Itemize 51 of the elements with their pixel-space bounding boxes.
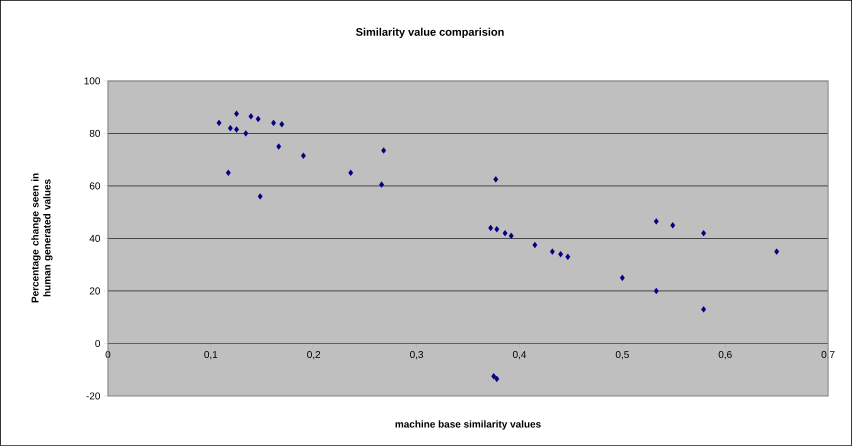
- point: [381, 147, 386, 154]
- point: [258, 193, 263, 200]
- x-tick-label: 0,3: [410, 351, 424, 360]
- point: [558, 251, 564, 258]
- point: [550, 248, 555, 255]
- y-tick-label: 80: [90, 130, 100, 137]
- point: [271, 120, 276, 126]
- x-tick-label: 0,7: [822, 351, 835, 360]
- y-tick-label: -20: [86, 392, 100, 400]
- y-tick-label: 20: [90, 287, 100, 295]
- x-tick-label: 0,4: [512, 351, 526, 360]
- point: [774, 248, 780, 255]
- x-tick-label: 0,5: [616, 351, 629, 360]
- point: [532, 242, 538, 248]
- y-axis-title: Percentage change seen in human generated values: [31, 174, 53, 302]
- x-tick-label: 0,2: [307, 351, 320, 360]
- y-tick-label: 0: [95, 340, 100, 348]
- point: [701, 230, 706, 236]
- point: [620, 274, 625, 282]
- point: [488, 224, 494, 232]
- point: [348, 170, 354, 176]
- point: [494, 376, 500, 382]
- x-tick-label: 0,6: [718, 351, 732, 360]
- point: [228, 125, 233, 132]
- x-axis-title: machine base similarity values: [396, 420, 541, 430]
- point: [654, 288, 659, 294]
- point: [226, 170, 231, 176]
- point: [279, 121, 284, 128]
- point: [379, 181, 384, 188]
- point: [256, 116, 261, 122]
- y-tick-label: 60: [90, 182, 100, 190]
- point: [508, 232, 514, 240]
- chart-title: Similarity value comparision: [356, 28, 504, 38]
- y-tick-label: 40: [90, 234, 100, 242]
- point: [654, 218, 659, 225]
- point: [491, 373, 496, 380]
- point: [565, 254, 570, 260]
- point: [701, 306, 706, 313]
- point: [216, 120, 222, 126]
- point: [234, 110, 239, 117]
- x-tick-label: 0,1: [204, 351, 218, 360]
- y-tick-label: 100: [84, 77, 100, 84]
- point: [234, 126, 239, 133]
- point: [493, 176, 498, 183]
- point: [300, 152, 306, 159]
- point: [276, 143, 282, 150]
- point: [670, 222, 676, 229]
- point: [502, 230, 508, 236]
- point: [494, 226, 500, 232]
- point: [248, 113, 254, 120]
- point: [243, 130, 248, 137]
